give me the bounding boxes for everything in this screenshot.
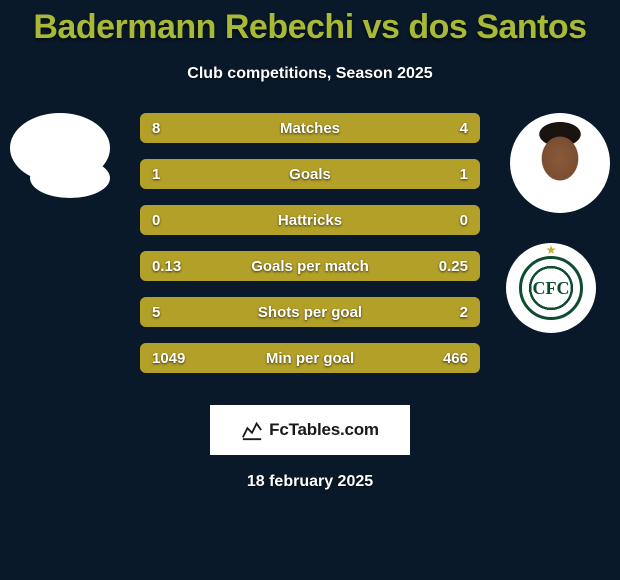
player-left-club-badge xyxy=(30,158,110,198)
stat-row: 52Shots per goal xyxy=(140,297,480,327)
club-badge-text: CFC xyxy=(533,278,570,299)
stat-label: Min per goal xyxy=(140,343,480,373)
chart-icon xyxy=(241,419,263,441)
stat-label: Goals xyxy=(140,159,480,189)
stat-row: 11Goals xyxy=(140,159,480,189)
stat-row: 0.130.25Goals per match xyxy=(140,251,480,281)
watermark: FcTables.com xyxy=(210,405,410,455)
subtitle: Club competitions, Season 2025 xyxy=(0,65,620,83)
page-title: Badermann Rebechi vs dos Santos xyxy=(0,0,620,47)
comparison-area: CFC 84Matches 11Goals 00Hattricks 0.130.25G… xyxy=(0,113,620,393)
stat-row: 84Matches xyxy=(140,113,480,143)
date-text: 18 february 2025 xyxy=(0,473,620,491)
stat-label: Goals per match xyxy=(140,251,480,281)
player-right-avatar xyxy=(510,113,610,213)
stat-bars: 84Matches 11Goals 00Hattricks 0.130.25Goals… xyxy=(140,113,480,389)
stat-row: 1049466Min per goal xyxy=(140,343,480,373)
stat-label: Hattricks xyxy=(140,205,480,235)
player-right-club-badge: CFC xyxy=(506,243,596,333)
stat-label: Matches xyxy=(140,113,480,143)
club-badge-icon: CFC xyxy=(519,256,583,320)
stat-row: 00Hattricks xyxy=(140,205,480,235)
face-icon xyxy=(525,118,595,208)
stat-label: Shots per goal xyxy=(140,297,480,327)
watermark-text: FcTables.com xyxy=(269,420,379,440)
